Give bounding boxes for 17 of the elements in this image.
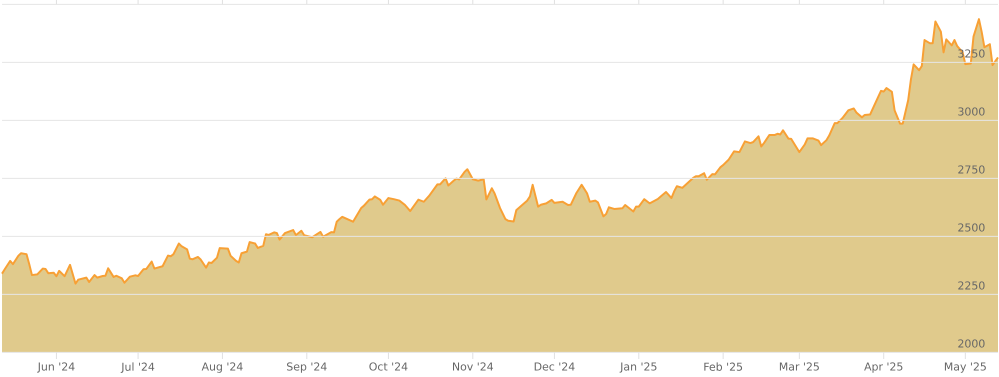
x-tick-label: Mar '25 [780, 362, 819, 371]
x-tick-label: Aug '24 [202, 362, 243, 373]
x-tick-label: Apr '25 [864, 362, 902, 373]
x-tick-label: Jul '24 [120, 362, 154, 373]
x-tick-label: Jan '25 [620, 362, 656, 373]
y-tick-label: 2250 [958, 281, 985, 290]
x-tick-label: Oct '24 [369, 362, 408, 371]
x-tick-label: Sep '24 [287, 362, 327, 373]
x-tick-label: Nov '24 [452, 362, 494, 371]
x-tick-label: May '25 [944, 362, 986, 373]
y-tick-label: 2750 [958, 165, 985, 174]
x-tick-label: Dec '24 [534, 362, 575, 371]
y-tick-label: 3000 [958, 107, 985, 116]
x-tick-label: Feb '25 [704, 362, 742, 371]
x-tick-label: Jun '24 [37, 362, 75, 373]
y-tick-label: 2500 [958, 223, 985, 232]
y-tick-label: 2000 [958, 339, 985, 348]
